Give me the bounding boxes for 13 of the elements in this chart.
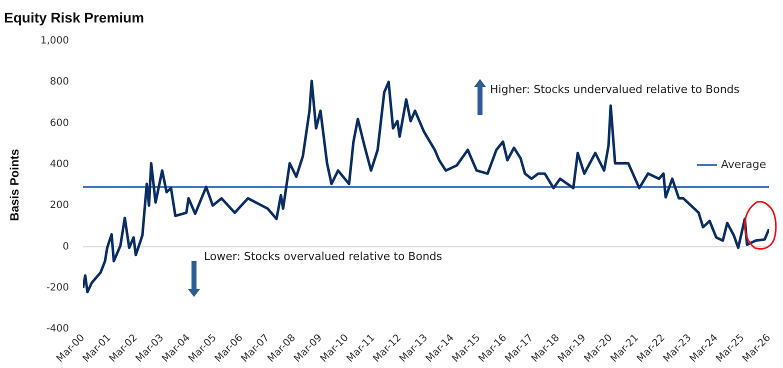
legend-label: Average [721, 158, 766, 171]
annotation: Higher: Stocks undervalued relative to Bonds [490, 82, 740, 96]
y-tick-label: 400 [50, 158, 70, 170]
y-tick-label: -200 [46, 282, 70, 294]
y-tick-label: 1,000 [40, 35, 70, 46]
y-tick-label: 200 [50, 200, 70, 212]
annotation: Lower: Stocks overvalued relative to Bonds [204, 250, 442, 263]
y-tick-label: 800 [50, 76, 70, 88]
y-axis-title: Basis Points [8, 148, 22, 221]
y-tick-label: 0 [62, 241, 70, 252]
chart-title: Equity Risk Premium [4, 9, 144, 26]
y-tick-label: -400 [46, 324, 70, 335]
y-tick-label: 600 [50, 118, 70, 129]
